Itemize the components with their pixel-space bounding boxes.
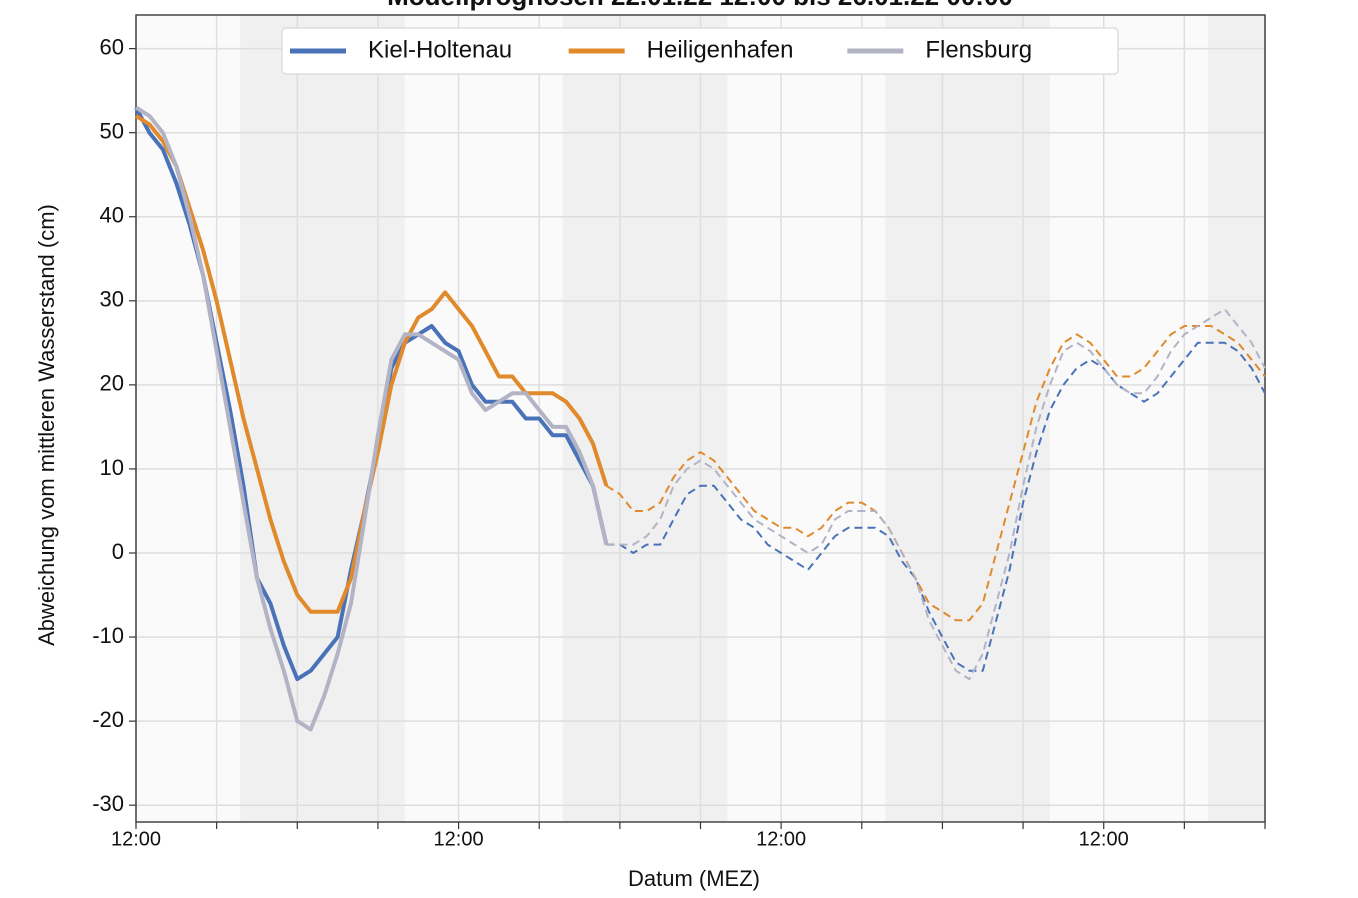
shaded-span bbox=[1207, 15, 1265, 822]
y-tick-label: 20 bbox=[100, 371, 124, 396]
forecast-line bbox=[606, 341, 1266, 672]
x-axis-label: Datum (MEZ) bbox=[628, 866, 760, 891]
shaded-span bbox=[885, 15, 1050, 822]
legend-label: Kiel-Holtenau bbox=[368, 36, 512, 63]
y-tick-label: 60 bbox=[100, 34, 124, 59]
plot-frame bbox=[135, 14, 1266, 823]
shaded-span bbox=[562, 15, 728, 822]
x-tick-label: 12:00 bbox=[434, 828, 484, 850]
chart-title: Modellprognosen 22.01.22 12:00 bis 26.01… bbox=[387, 0, 1013, 11]
y-tick-label: -10 bbox=[92, 623, 124, 648]
y-tick-label: 10 bbox=[100, 455, 124, 480]
y-tick-label: 40 bbox=[100, 203, 124, 228]
x-tick-label: 12:00 bbox=[1079, 828, 1129, 850]
plot-area bbox=[135, 15, 1266, 822]
x-tick-label: 12:00 bbox=[756, 828, 806, 850]
y-tick-label: -30 bbox=[92, 791, 124, 816]
forecast-line bbox=[605, 325, 1266, 622]
y-axis-label: Abweichung vom mittleren Wasserstand (cm… bbox=[34, 204, 59, 646]
observed-line bbox=[134, 105, 609, 732]
x-tick-label: 12:00 bbox=[111, 828, 161, 850]
y-tick-label: -20 bbox=[92, 707, 124, 732]
y-tick-label: 30 bbox=[100, 287, 124, 312]
legend-box bbox=[281, 27, 1119, 75]
y-tick-label: 0 bbox=[112, 539, 124, 564]
legend-label: Flensburg bbox=[925, 36, 1032, 63]
legend: Kiel-Holtenau Heiligenhafen Flensburg bbox=[281, 27, 1119, 75]
legend-label: Heiligenhafen bbox=[647, 36, 794, 63]
y-tick-label: 50 bbox=[100, 119, 124, 144]
forecast-line bbox=[606, 308, 1266, 681]
